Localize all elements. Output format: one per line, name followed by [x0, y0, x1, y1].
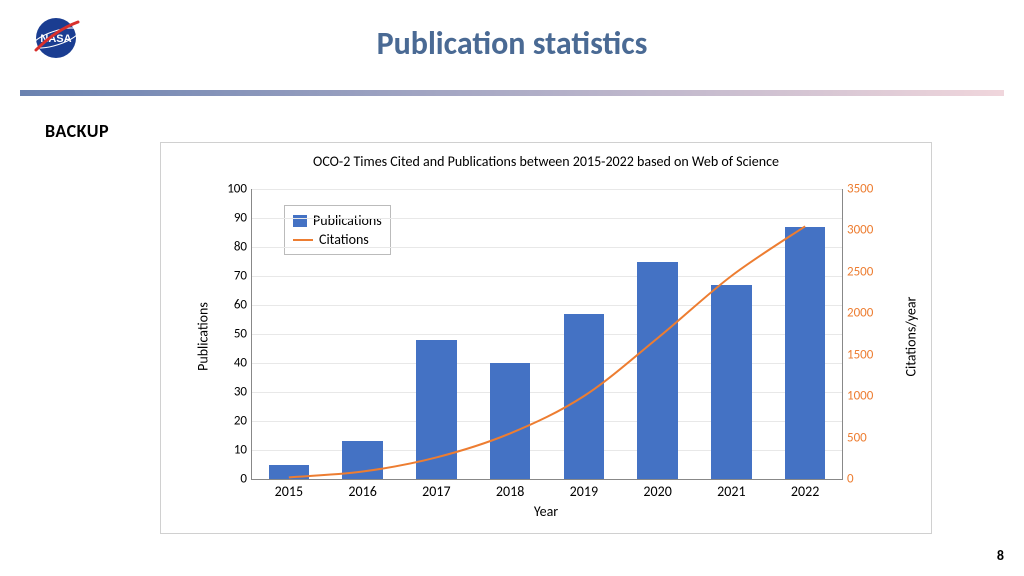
y-tick-left: 100 — [207, 182, 247, 197]
page-number: 8 — [997, 547, 1004, 564]
chart-title: OCO-2 Times Cited and Publications betwe… — [161, 153, 931, 170]
chart-container: OCO-2 Times Cited and Publications betwe… — [160, 142, 932, 534]
x-tick: 2020 — [628, 483, 688, 500]
y-tick-right: 3500 — [847, 182, 897, 197]
y-tick-right: 2000 — [847, 306, 897, 321]
y-tick-right: 1000 — [847, 389, 897, 404]
y-tick-left: 20 — [207, 414, 247, 429]
y-tick-left: 40 — [207, 356, 247, 371]
plot-area: PublicationsCitations 010203040506070809… — [251, 189, 843, 480]
y-tick-right: 0 — [847, 472, 897, 487]
y-tick-right: 500 — [847, 430, 897, 445]
y-tick-left: 80 — [207, 240, 247, 255]
x-tick: 2022 — [775, 483, 835, 500]
y-axis-right-label: Citations/year — [903, 277, 920, 397]
x-axis-label: Year — [251, 503, 841, 520]
y-tick-right: 1500 — [847, 347, 897, 362]
y-tick-left: 70 — [207, 269, 247, 284]
slide: NASA Publication statistics BACKUP OCO-2… — [0, 0, 1024, 576]
backup-label: BACKUP — [45, 120, 109, 142]
x-tick: 2019 — [554, 483, 614, 500]
citations-line — [252, 189, 842, 479]
y-tick-left: 30 — [207, 385, 247, 400]
x-tick: 2017 — [406, 483, 466, 500]
x-tick: 2015 — [259, 483, 319, 500]
y-tick-left: 90 — [207, 211, 247, 226]
y-tick-right: 3000 — [847, 223, 897, 238]
x-tick: 2016 — [333, 483, 393, 500]
y-tick-left: 0 — [207, 472, 247, 487]
x-tick: 2018 — [480, 483, 540, 500]
y-tick-right: 2500 — [847, 264, 897, 279]
page-title: Publication statistics — [0, 24, 1024, 63]
y-tick-left: 50 — [207, 327, 247, 342]
y-tick-left: 10 — [207, 443, 247, 458]
divider-line — [20, 90, 1004, 96]
y-tick-left: 60 — [207, 298, 247, 313]
x-tick: 2021 — [701, 483, 761, 500]
